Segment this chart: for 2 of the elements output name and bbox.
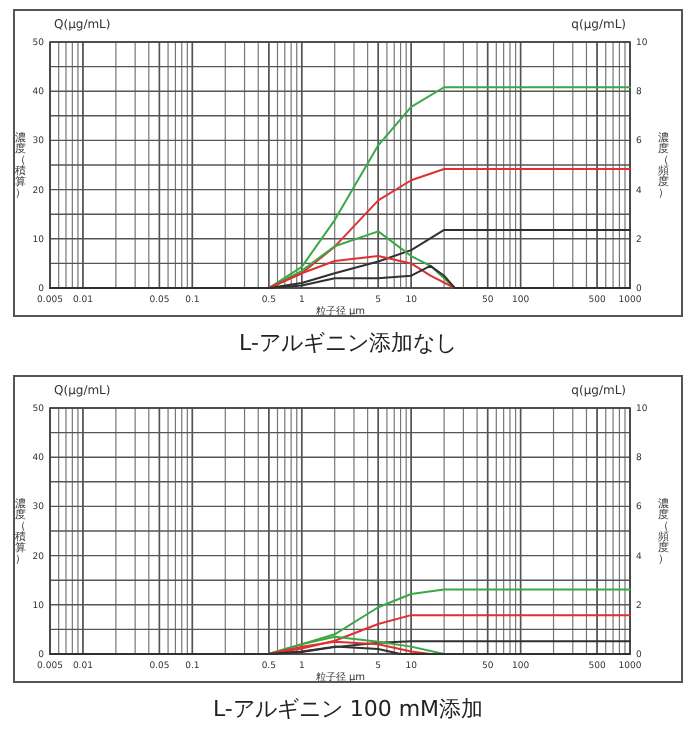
- text: L-アルギニン 100 mM添加: [212, 696, 484, 722]
- text: L-アルギニン添加なし: [239, 330, 457, 356]
